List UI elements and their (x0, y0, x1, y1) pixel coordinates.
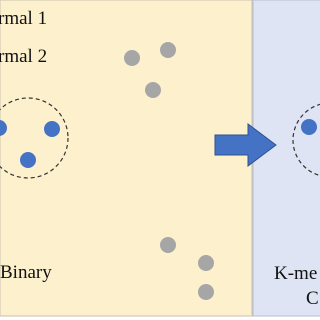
cluster-outline (0, 97, 69, 179)
anomaly-dot (198, 284, 214, 300)
panel-label: C (306, 288, 319, 309)
normal-dot (0, 120, 7, 136)
anomaly-dot (160, 42, 176, 58)
legend-item: rmal 2 (0, 46, 47, 67)
anomaly-dot (198, 255, 214, 271)
anomaly-dot (124, 50, 140, 66)
normal-dot (20, 152, 36, 168)
normal-dot (301, 119, 317, 135)
anomaly-dot (145, 82, 161, 98)
right-panel (252, 0, 320, 317)
panel-label: K-me (274, 263, 317, 284)
legend-item: rmal 1 (0, 8, 47, 29)
panel-label: Binary (0, 262, 52, 283)
normal-dot (44, 121, 60, 137)
anomaly-dot (160, 237, 176, 253)
arrow (214, 123, 277, 167)
